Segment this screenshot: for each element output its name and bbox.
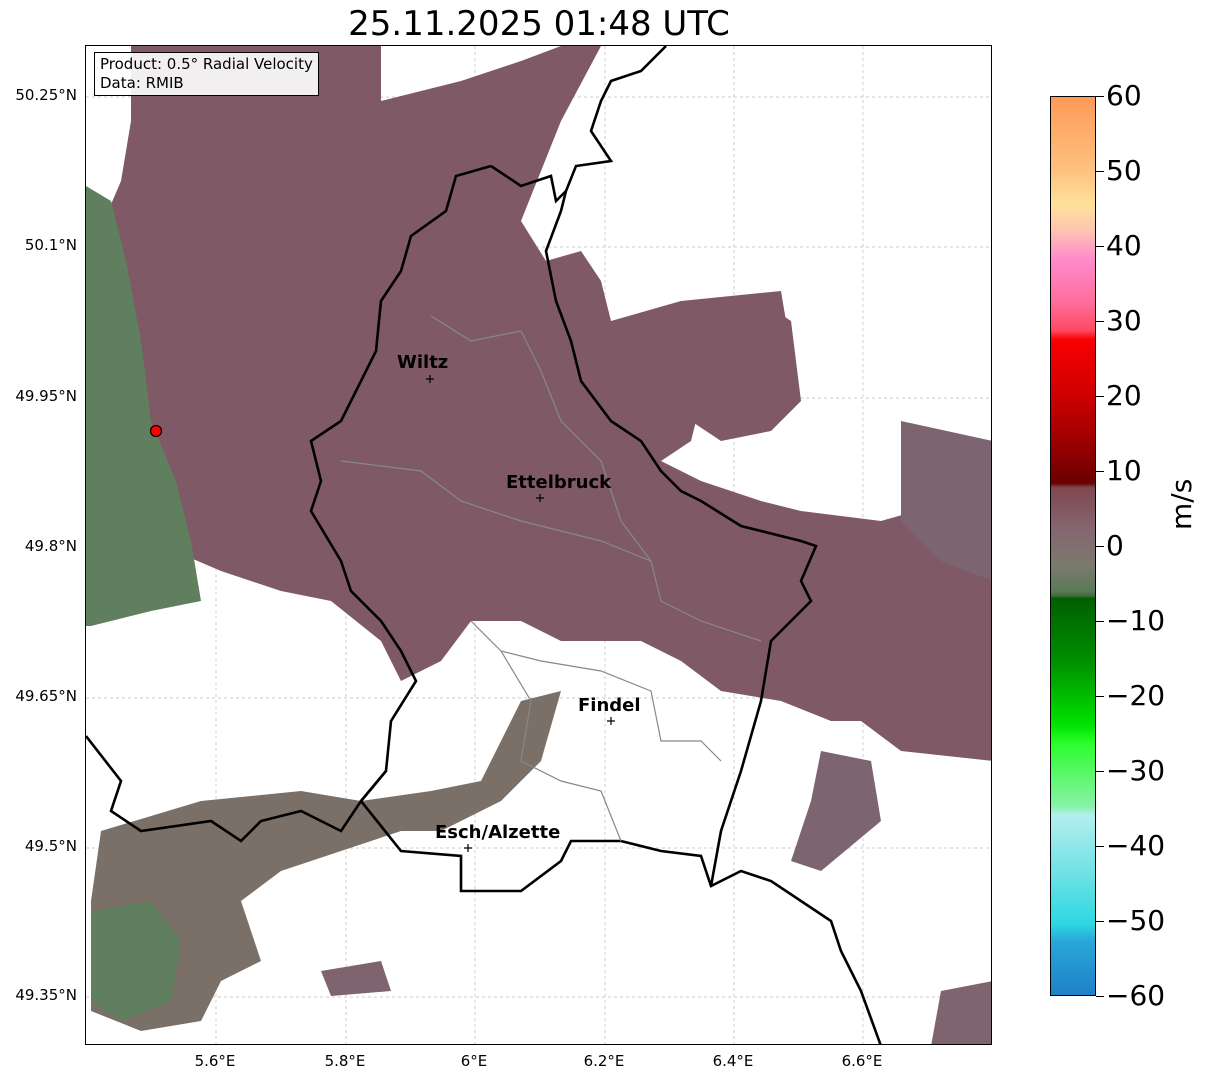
colorbar-tick-label: −40: [1106, 829, 1166, 862]
echo-northeast: [691, 301, 801, 441]
lon-tick: 6°E: [460, 1052, 488, 1070]
lon-tick: 6.6°E: [841, 1052, 883, 1070]
colorbar-tick-label: −30: [1106, 754, 1166, 787]
colorbar-tick-mark: [1096, 321, 1104, 322]
colorbar-tick-label: −50: [1106, 904, 1166, 937]
colorbar-tick-label: −20: [1106, 679, 1166, 712]
city-label-esch-alzette: Esch/Alzette: [435, 822, 561, 843]
echo-south-middle: [321, 961, 391, 996]
colorbar-tick-mark: [1096, 546, 1104, 547]
colorbar-tick-label: 30: [1106, 304, 1142, 337]
echo-southwest: [91, 691, 561, 1031]
lat-tick: 49.5°N: [24, 837, 77, 855]
colorbar-tick-mark: [1096, 246, 1104, 247]
colorbar-tick-mark: [1096, 96, 1104, 97]
lon-tick: 6.2°E: [583, 1052, 625, 1070]
product-info-box: Product: 0.5° Radial Velocity Data: RMIB: [94, 52, 319, 96]
lat-tick: 49.95°N: [15, 387, 77, 405]
canton-borders: [340, 315, 762, 842]
lon-tick: 5.8°E: [324, 1052, 366, 1070]
colorbar-tick-mark: [1096, 696, 1104, 697]
lon-tick: 5.6°E: [194, 1052, 236, 1070]
map-title: 25.11.2025 01:48 UTC: [348, 4, 730, 44]
colorbar-tick-label: 20: [1106, 379, 1142, 412]
lat-tick: 50.25°N: [15, 86, 77, 104]
echo-southwest-green: [91, 901, 181, 1021]
lat-tick: 49.8°N: [24, 537, 77, 555]
colorbar-tick-mark: [1096, 846, 1104, 847]
city-label-wiltz: Wiltz: [397, 352, 449, 373]
lon-tick: 6.4°E: [712, 1052, 754, 1070]
lat-tick: 50.1°N: [24, 236, 77, 254]
colorbar-tick-label: 0: [1106, 529, 1124, 562]
city-label-findel: Findel: [578, 695, 641, 716]
echo-south-right: [931, 981, 991, 1044]
colorbar-tick-mark: [1096, 396, 1104, 397]
colorbar-tick-mark: [1096, 171, 1104, 172]
radar-site-marker: [149, 424, 163, 438]
city-label-ettelbruck: Ettelbruck: [506, 472, 612, 493]
radar-map-canvas: [86, 46, 991, 1044]
colorbar-tick-mark: [1096, 621, 1104, 622]
echo-southeast: [791, 751, 881, 871]
radar-map[interactable]: [85, 45, 992, 1045]
colorbar-tick-mark: [1096, 471, 1104, 472]
colorbar-tick-mark: [1096, 996, 1104, 997]
colorbar-tick-label: 10: [1106, 454, 1142, 487]
lat-tick: 49.65°N: [15, 687, 77, 705]
radar-echoes: [86, 46, 991, 1044]
echo-main: [91, 46, 991, 761]
echo-west-green: [86, 186, 201, 626]
velocity-colorbar: [1050, 96, 1096, 996]
country-borders: [86, 46, 882, 1044]
colorbar-tick-mark: [1096, 771, 1104, 772]
echo-east-strip: [901, 421, 991, 581]
product-label: Product: 0.5° Radial Velocity: [100, 55, 313, 73]
colorbar-unit-label: m/s: [1165, 478, 1198, 530]
city-markers: [426, 375, 615, 852]
colorbar-tick-label: 50: [1106, 154, 1142, 187]
colorbar-tick-label: 60: [1106, 79, 1142, 112]
colorbar-tick-label: −60: [1106, 979, 1166, 1012]
colorbar-tick-label: 40: [1106, 229, 1142, 262]
colorbar-tick-mark: [1096, 921, 1104, 922]
data-source-label: Data: RMIB: [100, 74, 184, 92]
lat-tick: 49.35°N: [15, 986, 77, 1004]
colorbar-tick-label: −10: [1106, 604, 1166, 637]
